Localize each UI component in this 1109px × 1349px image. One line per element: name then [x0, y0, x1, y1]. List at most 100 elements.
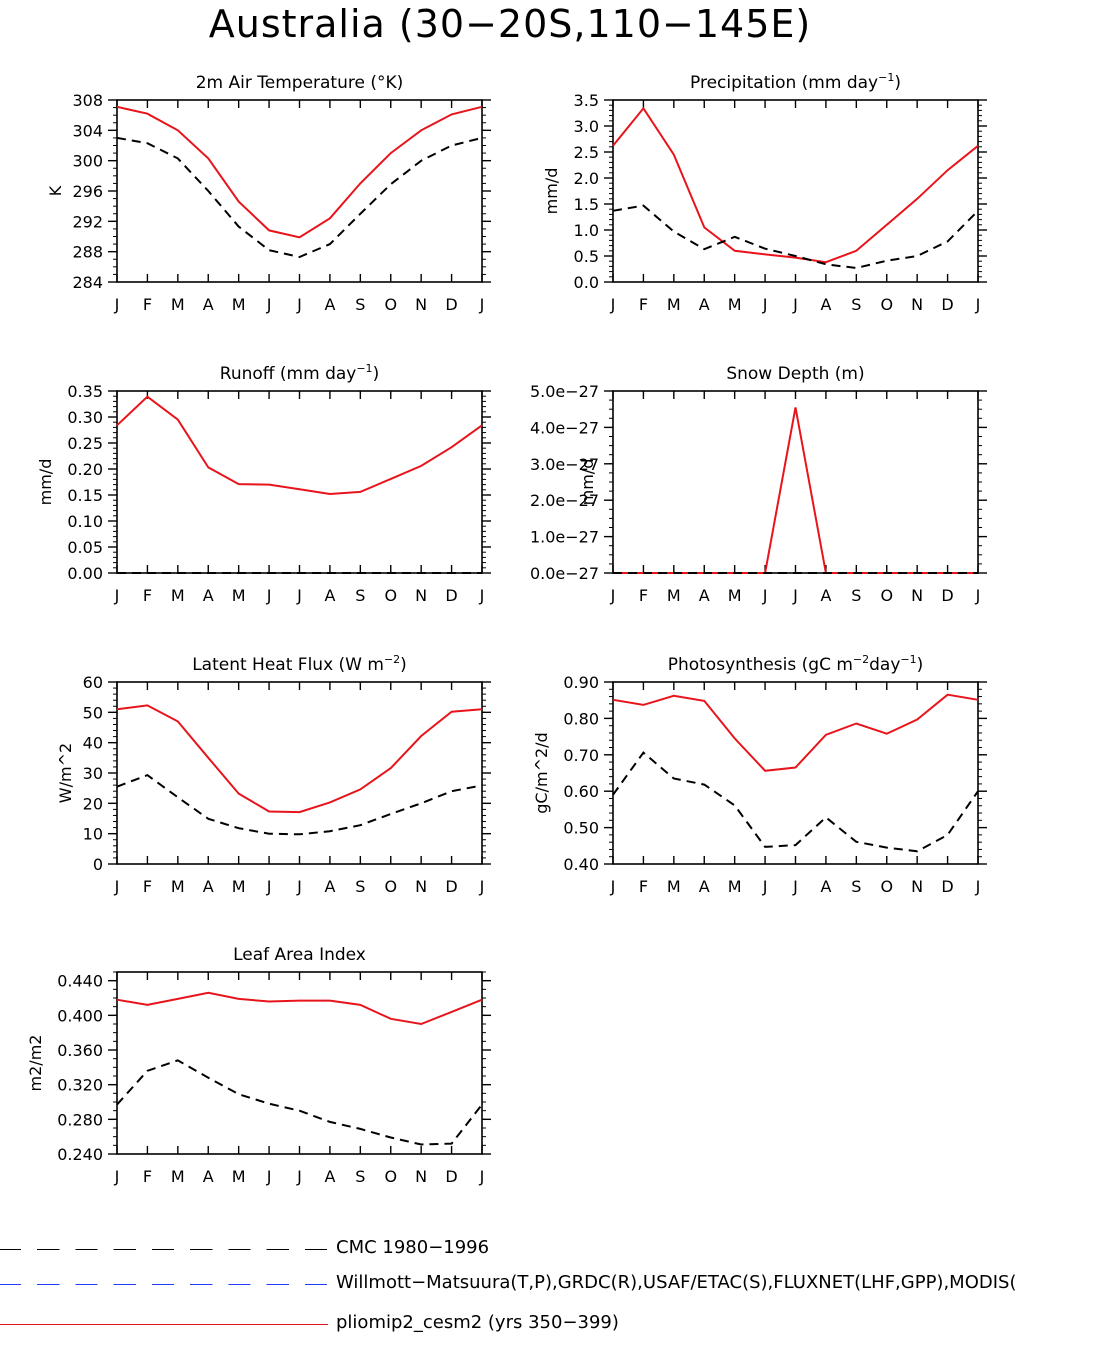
y-tick-label: 0.280 — [57, 1110, 103, 1129]
x-tick-label: F — [143, 877, 152, 896]
x-tick-label: N — [415, 295, 427, 314]
y-tick-label: 0.440 — [57, 972, 103, 991]
x-tick-label: J — [975, 295, 981, 314]
y-tick-label: 2.0 — [574, 169, 599, 188]
y-tick-label: 288 — [72, 243, 103, 262]
x-tick-label: S — [355, 586, 365, 605]
legend-label-model: pliomip2_cesm2 (yrs 350−399) — [336, 1312, 619, 1333]
y-tick-label: 0.35 — [67, 382, 103, 401]
x-tick-label: J — [296, 586, 302, 605]
plot-frame — [612, 390, 979, 574]
x-tick-label: J — [975, 877, 981, 896]
legend-line-observations — [0, 1284, 328, 1285]
x-tick-label: M — [232, 877, 246, 896]
y-tick-label: 1.5 — [574, 195, 599, 214]
y-tick-label: 10 — [83, 825, 103, 844]
x-tick-label: M — [171, 1167, 185, 1186]
y-axis-label: mm/d — [578, 459, 597, 506]
y-tick-label: 1.0 — [574, 221, 599, 240]
x-tick-label: M — [171, 586, 185, 605]
y-tick-label: 0.15 — [67, 486, 103, 505]
x-tick-label: J — [762, 586, 768, 605]
chart-title: Precipitation (mm day−1) — [690, 71, 901, 93]
legend-line-cmc — [0, 1249, 328, 1250]
x-tick-label: J — [762, 295, 768, 314]
chart-precipitation: Precipitation (mm day−1)J F M A M J J A S O N D J0.0… — [542, 71, 987, 314]
x-tick-label: D — [445, 877, 457, 896]
x-tick-label: F — [639, 295, 648, 314]
y-tick-label: 4.0e−27 — [530, 418, 599, 437]
y-tick-label: 20 — [83, 794, 103, 813]
x-tick-label: J — [296, 1167, 302, 1186]
legend: CMC 1980−1996 Willmott−Matsuura(T,P),GRD… — [0, 1225, 1109, 1345]
y-axis-label: mm/d — [36, 459, 55, 506]
x-tick-label: D — [941, 295, 953, 314]
x-tick-label: A — [324, 877, 335, 896]
x-tick-label: J — [792, 877, 798, 896]
x-tick-label: S — [851, 295, 861, 314]
y-tick-label: 304 — [72, 121, 103, 140]
chart-title: Photosynthesis (gC m−2day−1) — [668, 653, 924, 675]
x-tick-label: F — [143, 295, 152, 314]
x-tick-label: M — [667, 877, 681, 896]
x-tick-label: A — [820, 586, 831, 605]
chart-runoff: Runoff (mm day−1)J F M A M J J A S O N D J0.000.050.… — [36, 362, 491, 605]
x-tick-label: M — [728, 295, 742, 314]
y-axis-label: gC/m^2/d — [532, 732, 551, 813]
x-tick-label: M — [232, 1167, 246, 1186]
x-tick-label: S — [851, 877, 861, 896]
x-tick-label: J — [114, 1167, 120, 1186]
legend-line-model — [0, 1324, 328, 1325]
y-tick-label: 2.0e−27 — [530, 491, 599, 510]
x-tick-label: J — [266, 295, 272, 314]
y-axis-label: m2/m2 — [26, 1035, 45, 1092]
y-axis-label: mm/d — [542, 168, 561, 215]
x-tick-label: D — [445, 1167, 457, 1186]
x-tick-label: O — [880, 877, 893, 896]
x-tick-label: N — [911, 295, 923, 314]
y-tick-label: 0.10 — [67, 512, 103, 531]
x-tick-label: A — [324, 1167, 335, 1186]
x-tick-label: M — [171, 877, 185, 896]
x-tick-label: A — [699, 295, 710, 314]
y-tick-label: 2.5 — [574, 143, 599, 162]
series-line-model — [116, 395, 483, 496]
y-tick-label: 0.90 — [563, 673, 599, 692]
x-tick-label: F — [143, 586, 152, 605]
x-tick-label: J — [479, 1167, 485, 1186]
y-tick-label: 308 — [72, 91, 103, 110]
x-tick-label: J — [114, 877, 120, 896]
y-tick-label: 0.240 — [57, 1145, 103, 1164]
y-tick-label: 0.00 — [67, 564, 103, 583]
x-tick-label: A — [324, 295, 335, 314]
x-tick-label: D — [941, 877, 953, 896]
x-tick-label: M — [667, 295, 681, 314]
page-title: Australia (30−20S,110−145E) — [208, 2, 812, 46]
series-line-observed — [116, 136, 483, 259]
chart-photosynthesis: Photosynthesis (gC m−2day−1)J F M A M J J A S O N D… — [532, 653, 987, 896]
y-tick-label: 3.0 — [574, 117, 599, 136]
x-tick-label: N — [415, 1167, 427, 1186]
y-tick-label: 296 — [72, 182, 103, 201]
y-tick-label: 0.70 — [563, 746, 599, 765]
x-tick-label: A — [203, 877, 214, 896]
y-tick-label: 0.5 — [574, 247, 599, 266]
x-tick-label: S — [355, 295, 365, 314]
y-tick-label: 0.40 — [563, 855, 599, 874]
series-line-model — [613, 407, 978, 574]
y-tick-label: 284 — [72, 273, 103, 292]
series-line-model — [612, 106, 979, 264]
x-tick-label: O — [384, 877, 397, 896]
y-tick-label: 0.80 — [563, 709, 599, 728]
y-tick-label: 0.360 — [57, 1041, 103, 1060]
series-line-model — [116, 105, 483, 239]
y-tick-label: 0.25 — [67, 434, 103, 453]
plot-frame — [116, 390, 483, 574]
y-tick-label: 40 — [83, 734, 103, 753]
y-tick-label: 0.30 — [67, 408, 103, 427]
y-tick-label: 30 — [83, 764, 103, 783]
x-tick-label: O — [384, 1167, 397, 1186]
series-line-observed — [116, 1059, 483, 1146]
y-tick-label: 0 — [93, 855, 103, 874]
